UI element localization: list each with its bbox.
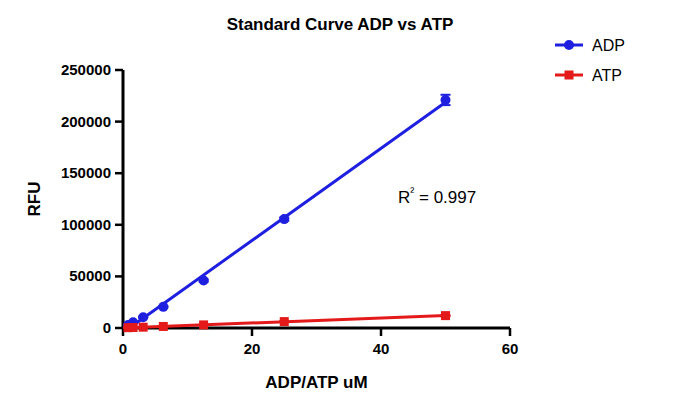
y-axis-label: RFU xyxy=(25,182,44,217)
y-tick-label: 50000 xyxy=(69,267,111,284)
y-tick xyxy=(115,224,123,227)
x-tick-label: 20 xyxy=(244,340,261,357)
legend-entry: ATP xyxy=(555,67,622,84)
y-tick xyxy=(115,275,123,278)
x-tick xyxy=(380,328,383,336)
x-tick xyxy=(509,328,512,336)
y-tick xyxy=(115,69,123,72)
fit-line xyxy=(128,102,445,329)
y-tick-label: 200000 xyxy=(61,113,111,130)
x-tick-label: 0 xyxy=(119,340,127,357)
point xyxy=(199,320,208,329)
annotation-part: R xyxy=(398,188,410,207)
legend-entry: ADP xyxy=(555,37,625,54)
y-tick xyxy=(115,120,123,123)
y-tick-label: 100000 xyxy=(61,216,111,233)
legend-label: ATP xyxy=(592,67,622,84)
y-tick-label: 150000 xyxy=(61,164,111,181)
title: Standard Curve ADP vs ATP xyxy=(227,15,454,34)
x-tick xyxy=(251,328,254,336)
fit-line xyxy=(128,316,445,328)
point xyxy=(138,312,148,322)
error-bar xyxy=(441,95,451,105)
legend-marker xyxy=(564,40,574,50)
legend-marker xyxy=(565,71,574,80)
x-tick-label: 40 xyxy=(373,340,390,357)
annotation-part: = 0.997 xyxy=(414,188,476,207)
annotation: R² = 0.997 xyxy=(398,185,476,207)
y-axis xyxy=(122,70,125,328)
y-tick xyxy=(115,172,123,175)
y-tick-label: 0 xyxy=(103,319,111,336)
point xyxy=(441,311,450,320)
y-tick-label: 250000 xyxy=(61,61,111,78)
plot-area xyxy=(123,95,450,332)
point xyxy=(139,323,148,332)
point xyxy=(158,302,168,312)
point xyxy=(129,323,138,332)
point xyxy=(159,322,168,331)
point xyxy=(280,317,289,326)
x-axis-label: ADP/ATP uM xyxy=(265,373,367,392)
legend-label: ADP xyxy=(592,37,625,54)
point xyxy=(279,214,289,224)
point xyxy=(441,95,451,105)
chart: Standard Curve ADP vs ATP 0 50000 100000 150… xyxy=(0,0,680,400)
point xyxy=(199,276,209,286)
x-tick-label: 60 xyxy=(502,340,519,357)
